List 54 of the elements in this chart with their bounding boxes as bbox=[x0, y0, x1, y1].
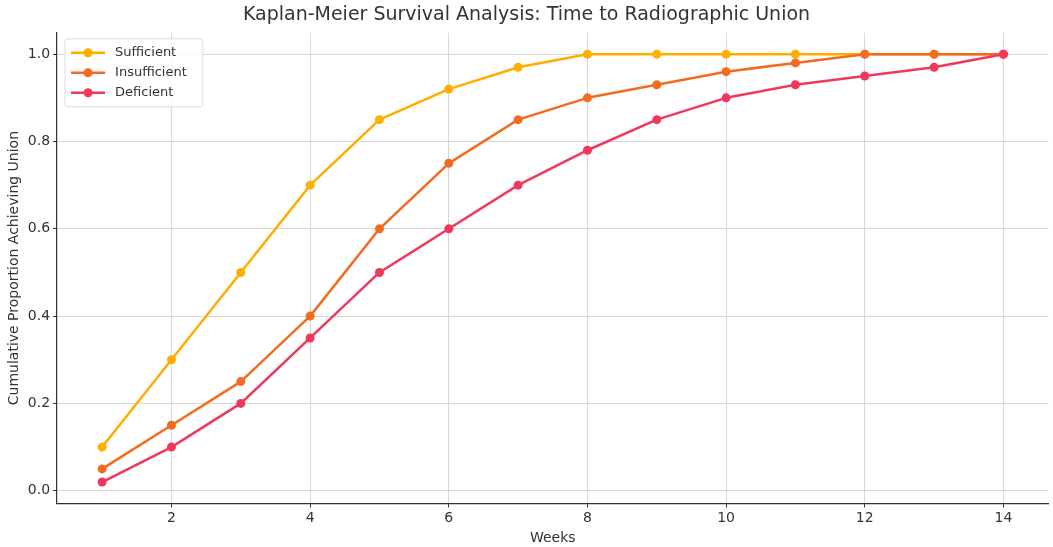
point bbox=[236, 267, 246, 277]
point bbox=[166, 355, 176, 365]
point bbox=[305, 311, 315, 321]
point bbox=[444, 84, 454, 94]
point bbox=[305, 180, 315, 190]
point bbox=[652, 115, 662, 125]
point bbox=[166, 420, 176, 430]
point bbox=[790, 80, 800, 90]
point bbox=[97, 477, 107, 487]
point bbox=[582, 93, 592, 103]
y-axis-title: Cumulative Proportion Achieving Union bbox=[5, 130, 22, 406]
point bbox=[305, 333, 315, 343]
point bbox=[374, 224, 384, 234]
point bbox=[721, 49, 731, 59]
y-tick-label: 0.0 bbox=[27, 481, 51, 498]
x-tick-label: 12 bbox=[855, 509, 874, 526]
legend-label: Insufficient bbox=[115, 64, 187, 80]
point bbox=[582, 145, 592, 155]
point bbox=[444, 158, 454, 168]
y-tick-label: 1.0 bbox=[27, 44, 51, 61]
point bbox=[97, 442, 107, 452]
point bbox=[236, 377, 246, 387]
point bbox=[513, 115, 523, 125]
point bbox=[721, 93, 731, 103]
x-tick-label: 6 bbox=[444, 509, 454, 526]
point bbox=[721, 67, 731, 77]
point bbox=[166, 442, 176, 452]
point bbox=[97, 464, 107, 474]
x-axis-title: Weeks bbox=[529, 529, 576, 546]
legend-label: Sufficient bbox=[115, 44, 177, 60]
point bbox=[374, 267, 384, 277]
point bbox=[860, 71, 870, 81]
point bbox=[582, 49, 592, 59]
chart-title: Kaplan-Meier Survival Analysis: Time to Radiographic Union bbox=[242, 2, 811, 25]
x-tick-label: 4 bbox=[305, 509, 315, 526]
legend-label: Deficient bbox=[115, 84, 174, 100]
point bbox=[374, 115, 384, 125]
point bbox=[652, 80, 662, 90]
point bbox=[929, 62, 939, 72]
x-tick-label: 8 bbox=[582, 509, 592, 526]
point bbox=[790, 58, 800, 68]
point bbox=[790, 49, 800, 59]
y-tick-label: 0.4 bbox=[27, 306, 51, 323]
point bbox=[444, 224, 454, 234]
x-tick-label: 14 bbox=[994, 509, 1013, 526]
point bbox=[236, 398, 246, 408]
y-tick-label: 0.2 bbox=[27, 394, 51, 411]
point bbox=[513, 180, 523, 190]
y-tick-label: 0.6 bbox=[27, 219, 51, 236]
x-tick-label: 2 bbox=[167, 509, 176, 526]
y-tick-label: 0.8 bbox=[27, 132, 51, 149]
x-tick-label: 10 bbox=[717, 509, 736, 526]
point bbox=[652, 49, 662, 59]
point bbox=[513, 62, 523, 72]
